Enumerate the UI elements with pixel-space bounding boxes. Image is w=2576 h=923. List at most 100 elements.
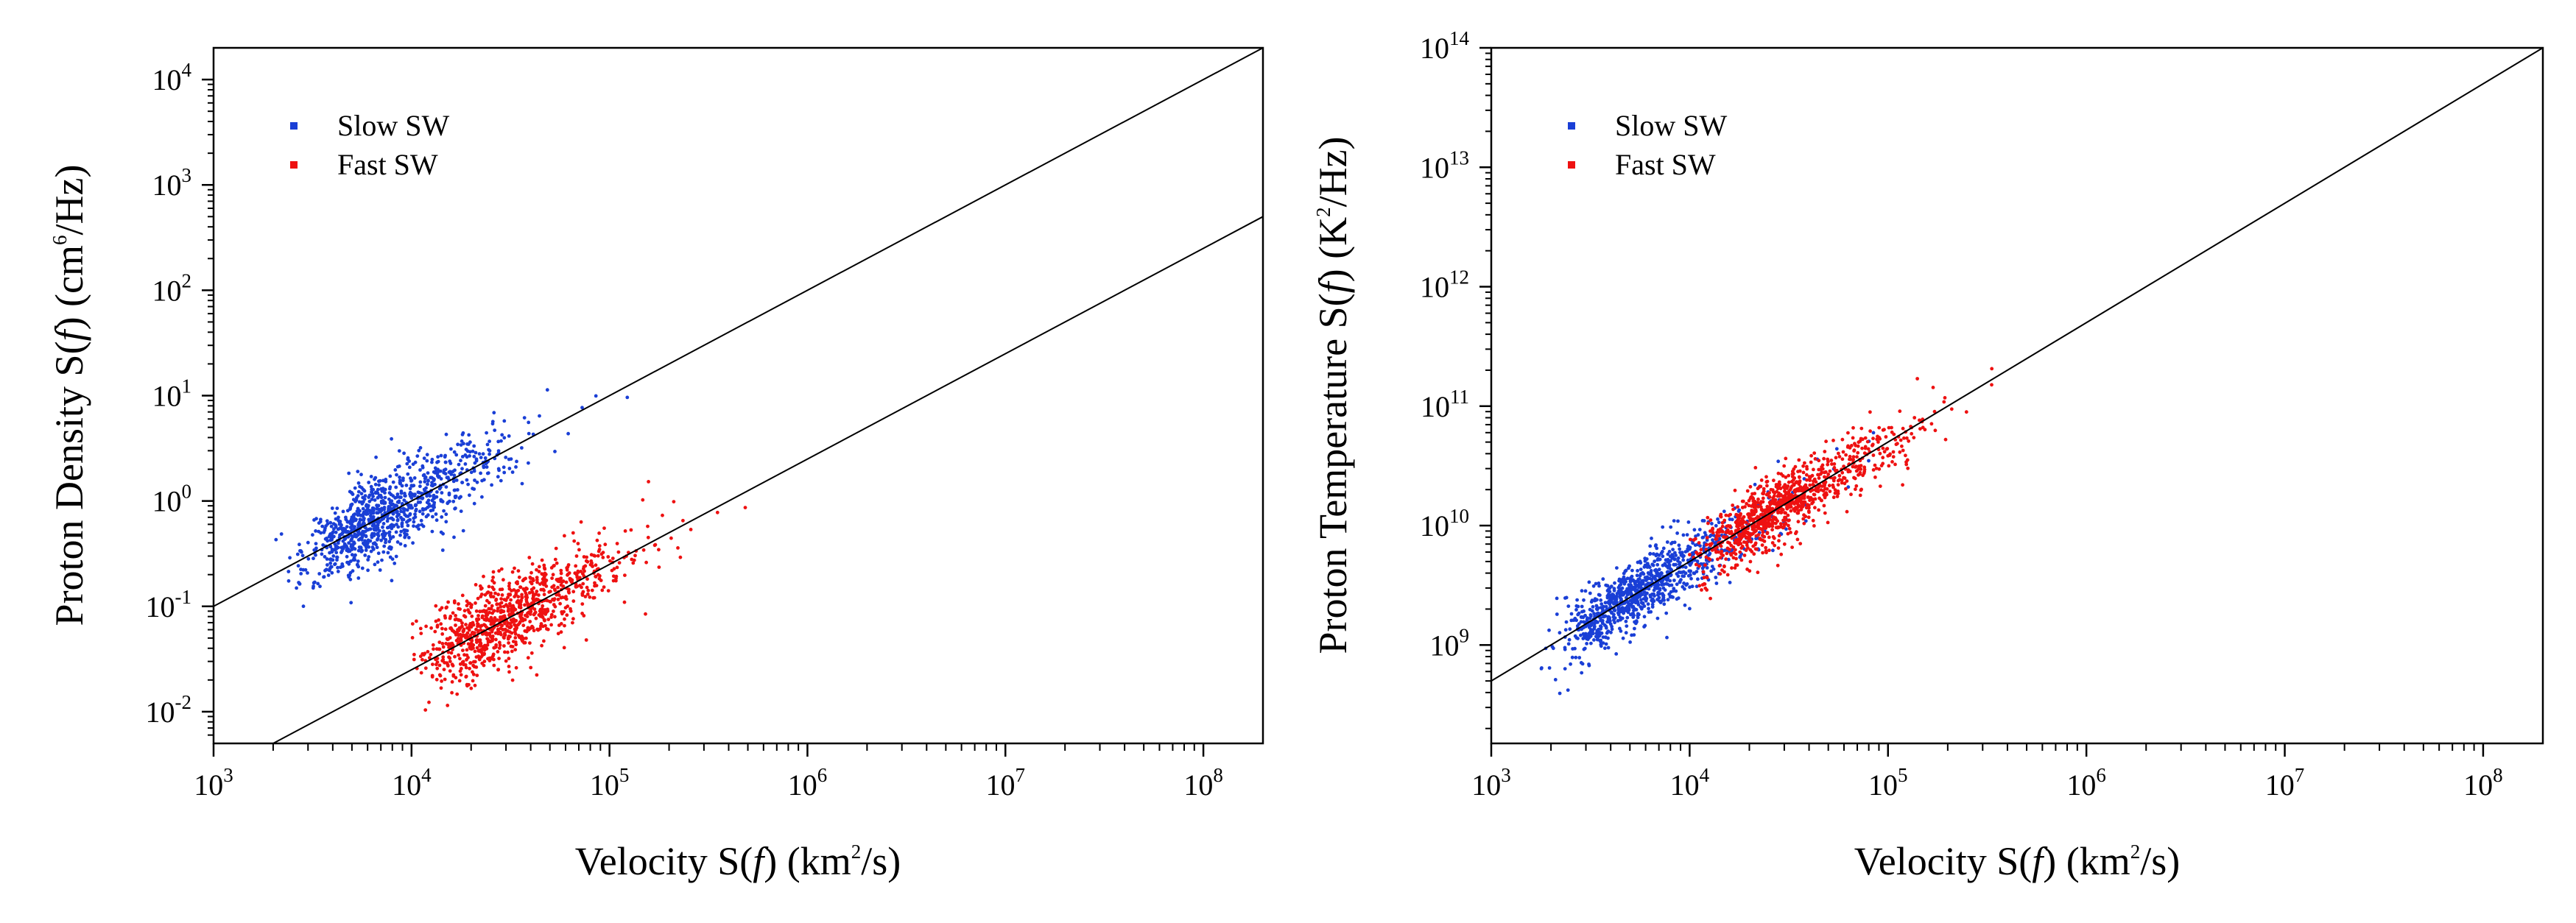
right-point-fast-sw: [1863, 436, 1868, 440]
right-point-fast-sw: [1859, 464, 1863, 467]
left-point-slow-sw: [383, 491, 387, 495]
left-point-slow-sw: [376, 521, 380, 526]
left-point-fast-sw: [463, 615, 468, 619]
left-point-fast-sw: [460, 667, 463, 671]
left-legend-marker-slow: [290, 122, 298, 130]
left-point-slow-sw: [436, 459, 440, 464]
left-point-fast-sw: [556, 598, 560, 601]
left-point-fast-sw: [427, 700, 431, 704]
left-point-slow-sw: [538, 414, 541, 418]
left-point-fast-sw: [532, 593, 535, 598]
left-point-fast-sw: [469, 625, 474, 629]
left-point-slow-sw: [409, 493, 412, 497]
right-point-slow-sw: [1582, 598, 1586, 602]
right-point-fast-sw: [1830, 462, 1834, 466]
right-point-fast-sw: [1860, 446, 1865, 450]
left-point-slow-sw: [625, 395, 630, 400]
left-point-slow-sw: [469, 470, 474, 475]
left-point-slow-sw: [399, 529, 404, 534]
right-point-slow-sw: [1619, 618, 1622, 622]
right-point-slow-sw: [1690, 584, 1695, 589]
left-point-fast-sw: [427, 656, 432, 660]
right-point-slow-sw: [1628, 579, 1633, 584]
left-point-slow-sw: [358, 517, 362, 522]
left-point-slow-sw: [509, 457, 513, 461]
right-point-fast-sw: [1718, 556, 1722, 560]
right-point-fast-sw: [1837, 455, 1842, 459]
left-point-slow-sw: [393, 503, 398, 507]
left-point-fast-sw: [474, 601, 477, 605]
left-point-slow-sw: [402, 498, 407, 502]
left-point-slow-sw: [483, 456, 488, 460]
left-point-slow-sw: [378, 528, 381, 533]
left-point-fast-sw: [559, 630, 563, 634]
left-point-fast-sw: [525, 595, 529, 600]
left-point-fast-sw: [491, 595, 496, 599]
left-point-slow-sw: [336, 527, 340, 531]
right-point-slow-sw: [1580, 627, 1584, 632]
left-point-slow-sw: [397, 449, 401, 453]
left-point-fast-sw: [533, 610, 538, 615]
right-point-slow-sw: [1580, 671, 1584, 675]
left-point-fast-sw: [461, 629, 465, 633]
right-point-fast-sw: [1881, 446, 1885, 450]
right-point-slow-sw: [1622, 581, 1627, 586]
right-point-fast-sw: [1744, 548, 1748, 552]
left-point-fast-sw: [465, 631, 470, 635]
left-point-fast-sw: [584, 638, 588, 642]
right-point-fast-sw: [1843, 476, 1847, 481]
right-point-fast-sw: [1772, 536, 1776, 540]
right-point-fast-sw: [1728, 512, 1733, 517]
left-point-fast-sw: [514, 618, 518, 623]
left-point-slow-sw: [367, 495, 371, 499]
left-point-fast-sw: [470, 603, 474, 607]
right-point-fast-sw: [1854, 487, 1857, 492]
left-point-slow-sw: [448, 470, 452, 474]
left-point-slow-sw: [384, 531, 388, 536]
right-point-slow-sw: [1585, 642, 1589, 646]
right-point-fast-sw: [1761, 496, 1765, 501]
right-point-fast-sw: [1840, 470, 1845, 475]
right-y-tick-label: 1011: [1421, 386, 1469, 423]
right-point-slow-sw: [1672, 519, 1676, 523]
left-point-slow-sw: [412, 524, 415, 528]
left-point-slow-sw: [430, 457, 434, 462]
right-point-fast-sw: [1725, 524, 1729, 528]
right-point-fast-sw: [1846, 431, 1850, 435]
right-point-slow-sw: [1669, 590, 1673, 594]
left-point-fast-sw: [616, 550, 621, 554]
left-point-fast-sw: [492, 587, 496, 592]
left-point-slow-sw: [373, 524, 378, 528]
right-point-slow-sw: [1618, 615, 1622, 619]
left-point-slow-sw: [390, 579, 394, 583]
right-point-slow-sw: [1661, 594, 1665, 598]
right-point-fast-sw: [1891, 455, 1896, 459]
left-y-tick-label: 103: [152, 164, 192, 202]
right-point-fast-sw: [1768, 502, 1773, 506]
left-point-slow-sw: [442, 509, 446, 513]
left-point-fast-sw: [522, 577, 527, 581]
right-point-slow-sw: [1624, 631, 1628, 635]
right-point-fast-sw: [1745, 489, 1750, 493]
right-point-slow-sw: [1647, 607, 1651, 611]
right-point-fast-sw: [1767, 517, 1772, 522]
right-point-slow-sw: [1650, 602, 1655, 607]
right-point-slow-sw: [1629, 612, 1633, 617]
left-point-slow-sw: [356, 481, 361, 485]
right-point-slow-sw: [1651, 563, 1655, 567]
left-point-slow-sw: [395, 523, 398, 526]
right-point-slow-sw: [1580, 609, 1584, 614]
right-point-slow-sw: [1558, 691, 1562, 696]
left-point-fast-sw: [579, 570, 583, 573]
left-point-fast-sw: [615, 565, 619, 570]
right-point-fast-sw: [1811, 518, 1815, 523]
left-point-slow-sw: [365, 545, 368, 549]
right-point-slow-sw: [1591, 584, 1596, 588]
right-point-slow-sw: [1587, 580, 1591, 584]
right-point-fast-sw: [1862, 465, 1867, 470]
left-point-fast-sw: [460, 660, 465, 664]
right-point-fast-sw: [1767, 535, 1771, 540]
left-point-fast-sw: [559, 595, 563, 600]
right-point-fast-sw: [1759, 505, 1763, 509]
right-point-slow-sw: [1658, 588, 1662, 592]
